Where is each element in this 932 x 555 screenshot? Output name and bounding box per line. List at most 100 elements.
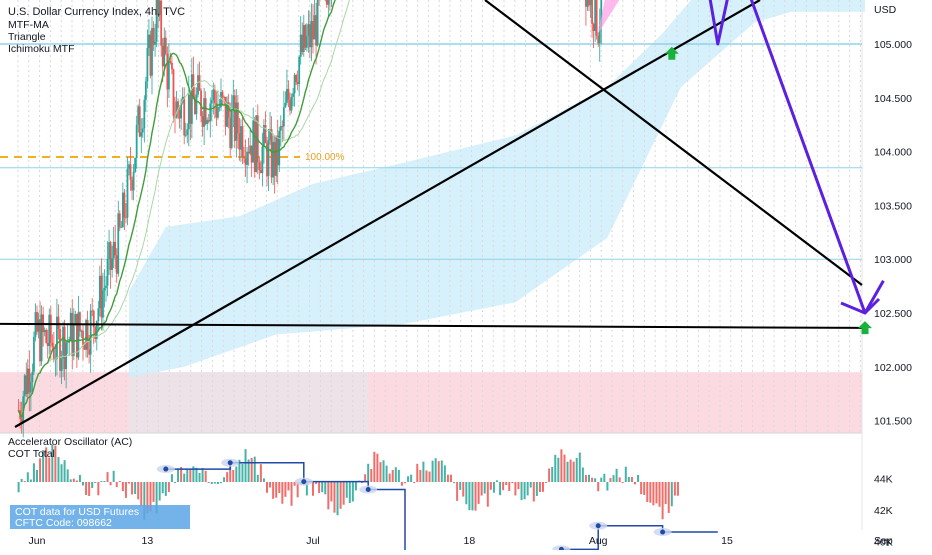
oscillator-bar	[42, 450, 45, 482]
oscillator-bar	[443, 465, 446, 482]
candle-body	[592, 23, 595, 32]
oscillator-bar	[174, 482, 176, 483]
oscillator-bar	[220, 482, 222, 484]
candle-body	[177, 101, 179, 110]
candle-body	[98, 275, 101, 309]
triangle-pattern	[598, 0, 620, 34]
candle-body	[236, 102, 239, 134]
candle-body	[88, 349, 91, 355]
oscillator-bar	[459, 482, 462, 490]
candle-body	[210, 100, 213, 104]
oscillator-bar	[410, 474, 413, 482]
candle-body	[29, 382, 32, 393]
oscillator-bar	[85, 482, 88, 496]
oscillator-bar	[652, 482, 655, 506]
oscillator-bar	[36, 469, 38, 482]
candle-body	[103, 287, 106, 291]
candle-body	[149, 34, 152, 76]
candle-body	[45, 329, 48, 343]
oscillator-bar	[250, 457, 253, 482]
oscillator-bar	[609, 478, 612, 482]
oscillator-bar	[557, 457, 560, 482]
cot-total-label: COT Total	[8, 448, 55, 460]
oscillator-bar	[155, 482, 158, 514]
oscillator-bar	[532, 482, 535, 502]
oscillator-bar	[284, 482, 287, 497]
candle-body	[184, 134, 187, 136]
candle-body	[86, 320, 89, 350]
candle-body	[52, 346, 55, 360]
candle-body	[224, 96, 227, 127]
oscillator-bar	[667, 482, 670, 513]
oscillator-bar	[183, 473, 186, 482]
oscillator-bar	[545, 482, 548, 483]
candle-body	[106, 258, 109, 286]
oscillator-bar	[293, 482, 296, 486]
candle-body	[183, 96, 186, 136]
oscillator-bar	[523, 482, 526, 500]
oscillator-bar	[54, 445, 57, 482]
oscillator-bar	[23, 481, 26, 482]
oscillator-bar	[330, 482, 333, 502]
oscillator-bar	[394, 467, 397, 482]
candle-body	[92, 310, 95, 328]
oscillator-bar	[538, 482, 541, 493]
candle-body	[23, 375, 26, 397]
oscillator-bar	[468, 482, 471, 511]
candle-body	[209, 103, 212, 122]
overlap-zone	[129, 372, 369, 433]
oscillator-bar	[305, 482, 308, 496]
candle-body	[190, 74, 193, 124]
oscillator-bar	[486, 482, 489, 507]
oscillator-bar	[634, 482, 636, 485]
oscillator-bar	[578, 452, 581, 482]
candle-body	[327, 0, 330, 5]
oscillator-bar	[569, 459, 572, 482]
candle-body	[250, 145, 253, 163]
oscillator-bar	[364, 474, 367, 482]
cot-point	[301, 479, 307, 485]
candle-body	[232, 95, 235, 110]
support-line	[0, 322, 863, 329]
candle-body	[198, 75, 201, 91]
candle-body	[62, 326, 64, 359]
candle-body	[189, 94, 192, 124]
candle-body	[301, 34, 304, 52]
candle-body	[166, 53, 169, 90]
candle-body	[80, 330, 83, 332]
oscillator-bar	[630, 476, 633, 482]
oscillator-bar	[379, 462, 382, 482]
oscillator-bar	[229, 461, 232, 482]
oscillator-bar	[57, 456, 60, 482]
oscillator-bar	[296, 482, 299, 498]
indicator-ichimoku-label: Ichimoku MTF	[8, 43, 75, 55]
oscillator-bar	[186, 469, 189, 482]
candle-body	[246, 151, 248, 165]
candle-body	[128, 164, 130, 169]
candle-body	[117, 213, 120, 274]
oscillator-bar	[382, 460, 385, 482]
oscillator-bar	[520, 482, 523, 501]
oscillator-bar	[287, 482, 290, 491]
candle-body	[227, 102, 230, 118]
candle-body	[169, 61, 172, 63]
projection-arrow[interactable]	[664, 0, 885, 335]
oscillator-bar	[198, 472, 201, 482]
candle-body	[226, 102, 229, 127]
oscillator-bar	[26, 472, 29, 482]
candle-body	[77, 312, 80, 358]
candle-body	[325, 0, 328, 5]
oscillator-bar	[72, 478, 75, 482]
trendline-drawings[interactable]	[0, 0, 863, 428]
oscillator-bar	[471, 482, 474, 511]
candle-body	[253, 120, 256, 173]
oscillator-bar	[327, 482, 330, 510]
candle-body	[594, 0, 597, 32]
candle-body	[286, 88, 288, 103]
oscillator-bar	[581, 467, 584, 482]
candle-body	[220, 91, 222, 107]
oscillator-bar	[94, 482, 97, 483]
oscillator-bar	[453, 482, 456, 484]
